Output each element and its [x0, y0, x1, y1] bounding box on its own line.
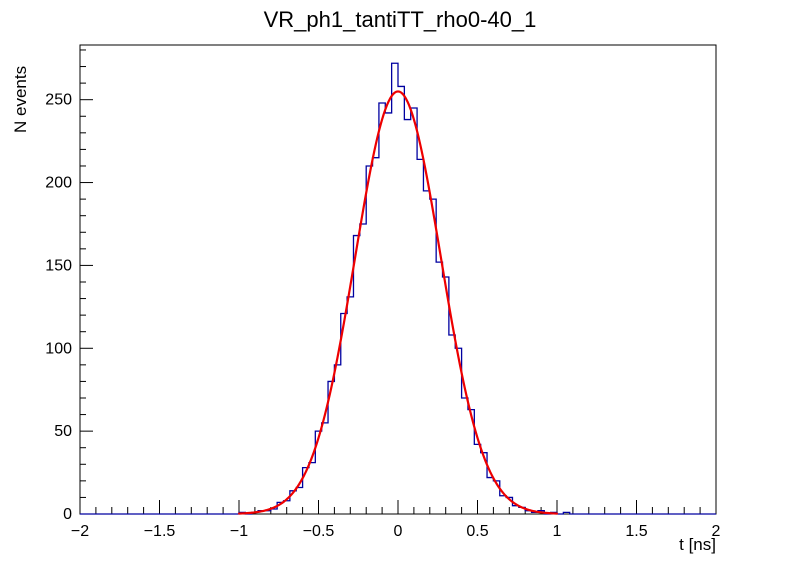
gaussian-fit-curve	[237, 90, 559, 515]
histogram-line	[80, 62, 716, 515]
x-tick-label: 1.5	[625, 523, 647, 540]
y-axis-label: N events	[11, 66, 30, 133]
x-tick-label: 1	[553, 523, 562, 540]
y-tick-label: 100	[45, 340, 72, 357]
x-tick-label: −1	[230, 523, 248, 540]
plot-title: VR_ph1_tantiTT_rho0-40_1	[264, 7, 537, 32]
x-tick-label: 2	[712, 523, 721, 540]
x-tick-label: −1.5	[144, 523, 176, 540]
x-tick-label: −2	[71, 523, 89, 540]
y-tick-label: 50	[54, 423, 72, 440]
x-tick-label: 0	[394, 523, 403, 540]
y-tick-label: 250	[45, 92, 72, 109]
y-tick-label: 150	[45, 257, 72, 274]
x-tick-label: 0.5	[466, 523, 488, 540]
plot-frame	[79, 44, 717, 515]
x-tick-label: −0.5	[303, 523, 335, 540]
y-tick-label: 200	[45, 175, 72, 192]
x-axis-label: t [ns]	[679, 535, 716, 554]
y-tick-label: 0	[63, 506, 72, 523]
